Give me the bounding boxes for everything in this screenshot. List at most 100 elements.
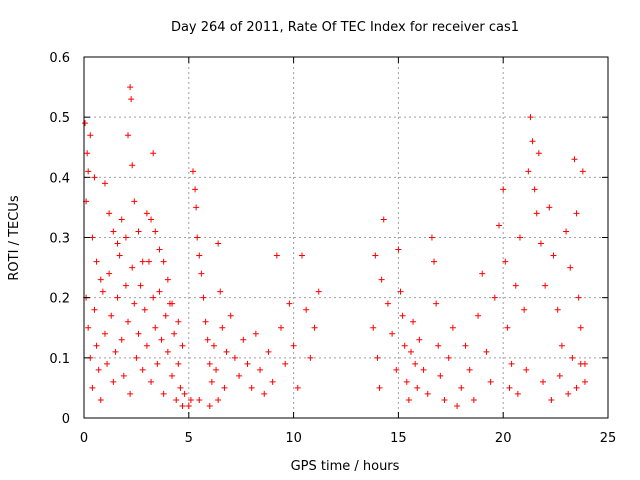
data-point — [85, 168, 92, 175]
data-point — [189, 168, 196, 175]
data-point — [405, 396, 412, 403]
data-point — [171, 330, 178, 337]
data-point — [97, 396, 104, 403]
data-point — [431, 258, 438, 265]
data-point — [156, 246, 163, 253]
data-point — [85, 324, 92, 331]
data-point — [129, 162, 136, 169]
data-point — [550, 252, 557, 259]
data-point — [278, 324, 285, 331]
data-point — [164, 276, 171, 283]
data-point — [376, 384, 383, 391]
data-point — [502, 258, 509, 265]
data-point — [89, 384, 96, 391]
y-tick-label: 0.6 — [49, 51, 70, 66]
x-axis-label: GPS time / hours — [291, 459, 400, 474]
data-point — [193, 204, 200, 211]
data-point — [416, 336, 423, 343]
data-point — [414, 384, 421, 391]
data-point — [571, 156, 578, 163]
data-point — [91, 306, 98, 313]
data-point — [152, 228, 159, 235]
data-point — [135, 330, 142, 337]
data-point — [106, 270, 113, 277]
data-point — [466, 366, 473, 373]
data-point — [269, 378, 276, 385]
y-tick-label: 0.4 — [49, 171, 70, 186]
data-point — [487, 378, 494, 385]
data-point — [118, 336, 125, 343]
data-point — [573, 384, 580, 391]
data-point — [206, 360, 213, 367]
data-point — [127, 390, 134, 397]
data-point — [164, 348, 171, 355]
data-point — [378, 276, 385, 283]
data-point — [565, 390, 572, 397]
data-point — [120, 372, 127, 379]
data-point — [374, 354, 381, 361]
data-point — [573, 210, 580, 217]
data-point — [139, 258, 146, 265]
x-tick-label: 15 — [390, 431, 407, 446]
data-point — [506, 384, 513, 391]
data-point — [470, 396, 477, 403]
data-point — [99, 288, 106, 295]
data-point — [129, 264, 136, 271]
data-point — [160, 258, 167, 265]
data-point — [535, 150, 542, 157]
data-point — [529, 138, 536, 145]
data-point — [483, 348, 490, 355]
data-point — [204, 336, 211, 343]
data-point — [110, 378, 117, 385]
data-point — [122, 234, 129, 241]
data-point — [410, 318, 417, 325]
data-point — [412, 360, 419, 367]
x-tick-label: 25 — [600, 431, 617, 446]
data-point — [303, 306, 310, 313]
data-point — [525, 168, 532, 175]
data-point — [110, 228, 117, 235]
data-point — [135, 228, 142, 235]
data-point — [370, 324, 377, 331]
data-point — [236, 372, 243, 379]
data-point — [273, 252, 280, 259]
data-point — [179, 402, 186, 409]
data-point — [401, 342, 408, 349]
data-point — [139, 366, 146, 373]
data-point — [569, 354, 576, 361]
data-point — [424, 390, 431, 397]
data-point — [449, 324, 456, 331]
data-point — [523, 366, 530, 373]
data-point — [397, 288, 404, 295]
data-point — [223, 348, 230, 355]
y-tick-label: 0.1 — [49, 352, 70, 367]
data-point — [101, 180, 108, 187]
data-point — [437, 372, 444, 379]
data-point — [508, 360, 515, 367]
data-points — [82, 84, 588, 409]
data-point — [575, 294, 582, 301]
data-point — [531, 186, 538, 193]
data-point — [169, 372, 176, 379]
data-point — [143, 342, 150, 349]
data-point — [577, 360, 584, 367]
data-point — [441, 396, 448, 403]
data-point — [154, 360, 161, 367]
data-point — [93, 258, 100, 265]
data-point — [175, 318, 182, 325]
data-point — [558, 342, 565, 349]
data-point — [162, 312, 169, 319]
data-point — [89, 234, 96, 241]
data-point — [108, 312, 115, 319]
data-point — [137, 282, 144, 289]
data-point — [82, 120, 89, 127]
data-point — [462, 342, 469, 349]
data-point — [192, 186, 199, 193]
data-point — [114, 240, 121, 247]
data-point — [445, 354, 452, 361]
data-point — [496, 222, 503, 229]
data-point — [311, 324, 318, 331]
data-point — [185, 402, 192, 409]
data-point — [563, 228, 570, 235]
data-point — [141, 306, 148, 313]
